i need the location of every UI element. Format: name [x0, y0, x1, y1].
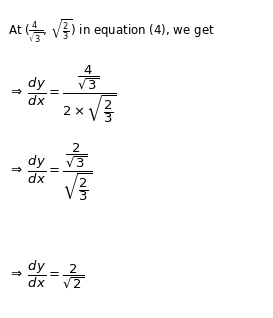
Text: At $(\frac{4}{\sqrt{3}}$, $\sqrt{\frac{2}{3}}$) in equation (4), we get: At $(\frac{4}{\sqrt{3}}$, $\sqrt{\frac{2… — [8, 17, 215, 44]
Text: $\Rightarrow\;\dfrac{dy}{dx} = \dfrac{\dfrac{4}{\sqrt{3}}}{2 \times \sqrt{\dfrac: $\Rightarrow\;\dfrac{dy}{dx} = \dfrac{\d… — [8, 64, 117, 127]
Text: $\Rightarrow\;\dfrac{dy}{dx} = \dfrac{\dfrac{2}{\sqrt{3}}}{\sqrt{\dfrac{2}{3}}}$: $\Rightarrow\;\dfrac{dy}{dx} = \dfrac{\d… — [8, 142, 92, 204]
Text: $\Rightarrow\;\dfrac{dy}{dx} = \dfrac{2}{\sqrt{2}}$: $\Rightarrow\;\dfrac{dy}{dx} = \dfrac{2}… — [8, 259, 84, 291]
